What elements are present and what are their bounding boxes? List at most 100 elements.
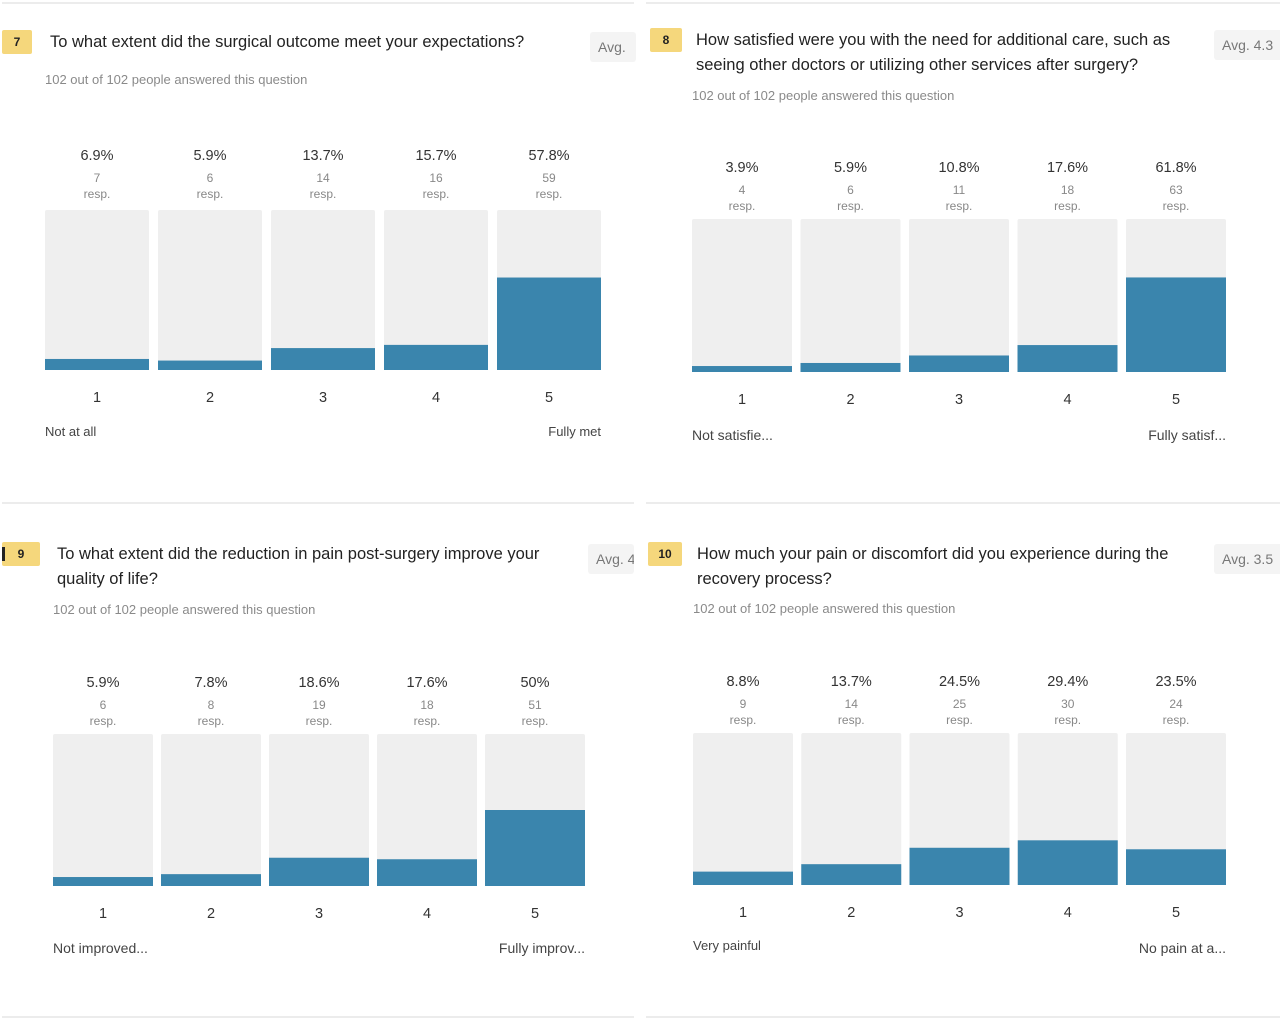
average-badge: Avg. xyxy=(590,32,636,62)
bar xyxy=(384,344,488,370)
bar xyxy=(909,355,1009,372)
response-count: 8 xyxy=(208,698,215,712)
response-count: 16 xyxy=(429,171,443,185)
response-count: 18 xyxy=(1061,183,1075,197)
bottom-divider-right xyxy=(646,1016,1280,1018)
bar xyxy=(158,360,262,370)
average-badge: Avg. 4 xyxy=(588,544,634,574)
category-label: 1 xyxy=(99,906,107,922)
question-panel-8: 8 How satisfied were you with the need f… xyxy=(644,6,1280,500)
mid-divider-right xyxy=(646,502,1280,504)
category-label: 2 xyxy=(847,905,855,921)
response-unit: resp. xyxy=(536,187,563,201)
response-count: 59 xyxy=(542,171,556,185)
response-count: 30 xyxy=(1061,697,1075,711)
category-label: 3 xyxy=(955,905,963,921)
mid-divider-left xyxy=(2,502,634,504)
percent-label: 5.9% xyxy=(86,675,119,691)
percent-label: 13.7% xyxy=(831,674,872,690)
category-label: 5 xyxy=(531,906,539,922)
question-number: 8 xyxy=(662,33,670,47)
response-count: 24 xyxy=(1169,697,1183,711)
category-label: 3 xyxy=(319,390,327,406)
response-unit: resp. xyxy=(198,714,225,728)
question-title: How much your pain or discomfort did you… xyxy=(697,545,1169,588)
bar xyxy=(909,847,1010,885)
response-unit: resp. xyxy=(310,187,337,201)
scale-low-label: Not improved... xyxy=(53,940,148,956)
percent-label: 3.9% xyxy=(725,160,758,176)
bar xyxy=(53,877,153,886)
percent-label: 5.9% xyxy=(834,160,867,176)
bar-track xyxy=(161,734,261,886)
response-count: 51 xyxy=(528,698,542,712)
scale-high-label: No pain at a... xyxy=(1138,940,1226,956)
bar xyxy=(271,348,375,370)
bar-chart-svg: 5.9% 6 resp. 1 7.8% 8 resp. 2 18.6% 19 resp. 3 17.6%… xyxy=(53,675,585,922)
bar xyxy=(497,277,601,370)
bar-chart: 6.9% 7 resp. 1 5.9% 6 resp. 2 13.7% 14 resp. 3 15.7%… xyxy=(45,138,601,418)
question-panel-9: 9 To what extent did the reduction in pa… xyxy=(0,520,636,1014)
percent-label: 13.7% xyxy=(302,148,343,164)
response-unit: resp. xyxy=(423,187,450,201)
percent-label: 15.7% xyxy=(415,148,456,164)
category-label: 5 xyxy=(1172,905,1180,921)
response-unit: resp. xyxy=(84,187,111,201)
bottom-divider-left xyxy=(2,1016,634,1018)
percent-label: 6.9% xyxy=(80,148,113,164)
bar xyxy=(161,874,261,886)
response-unit: resp. xyxy=(837,199,864,213)
bar xyxy=(377,859,477,886)
bar-track xyxy=(384,210,488,370)
question-title: How satisfied were you with the need for… xyxy=(696,31,1171,74)
bar xyxy=(269,857,369,886)
category-label: 5 xyxy=(545,390,553,406)
response-count: 6 xyxy=(207,171,214,185)
bar-track xyxy=(1017,219,1118,372)
response-count: 18 xyxy=(420,698,434,712)
bar xyxy=(1017,840,1118,885)
category-label: 3 xyxy=(955,392,963,408)
bar-chart-svg: 8.8% 9 resp. 1 13.7% 14 resp. 2 24.5% 25 resp. 3 29.… xyxy=(693,674,1226,921)
top-divider-left xyxy=(2,2,634,4)
category-label: 1 xyxy=(739,905,747,921)
response-count: 14 xyxy=(845,697,859,711)
scale-low-label: Not satisfie... xyxy=(692,427,773,443)
bar xyxy=(45,358,149,370)
bar-chart-svg: 3.9% 4 resp. 1 5.9% 6 resp. 2 10.8% 11 resp. 3 17.6%… xyxy=(692,160,1226,408)
question-number-badge: 7 xyxy=(2,30,32,54)
bar-track xyxy=(158,210,262,370)
bar xyxy=(485,810,585,886)
response-unit: resp. xyxy=(946,713,973,727)
response-unit: resp. xyxy=(1054,713,1081,727)
bar-track xyxy=(909,733,1010,885)
percent-label: 50% xyxy=(520,675,549,691)
category-label: 4 xyxy=(432,390,440,406)
response-unit: resp. xyxy=(197,187,224,201)
bar-track xyxy=(800,219,901,372)
response-count: 63 xyxy=(1169,183,1183,197)
response-unit: resp. xyxy=(946,199,973,213)
scale-high-label: Fully improv... xyxy=(498,940,585,956)
bar-track xyxy=(692,219,792,372)
percent-label: 57.8% xyxy=(528,148,569,164)
bar xyxy=(692,366,792,372)
question-number-badge: 9 xyxy=(2,542,40,566)
category-label: 3 xyxy=(315,906,323,922)
percent-label: 7.8% xyxy=(194,675,227,691)
answered-count: 102 out of 102 people answered this ques… xyxy=(693,601,956,616)
question-number-badge: 10 xyxy=(648,542,682,566)
response-unit: resp. xyxy=(729,199,756,213)
scale-high-label: Fully met xyxy=(548,424,601,439)
bar-track xyxy=(53,734,153,886)
question-panel-7: 7 To what extent did the surgical outcom… xyxy=(0,6,636,500)
percent-label: 61.8% xyxy=(1155,160,1196,176)
bar-chart: 5.9% 6 resp. 1 7.8% 8 resp. 2 18.6% 19 resp. 3 17.6%… xyxy=(53,665,585,945)
bar-track xyxy=(377,734,477,886)
bar xyxy=(801,864,902,885)
bar-track xyxy=(45,210,149,370)
average-badge: Avg. 3.5 xyxy=(1214,544,1280,574)
bar xyxy=(1017,345,1118,372)
bar xyxy=(693,871,793,885)
question-title: To what extent did the reduction in pain… xyxy=(57,545,540,588)
